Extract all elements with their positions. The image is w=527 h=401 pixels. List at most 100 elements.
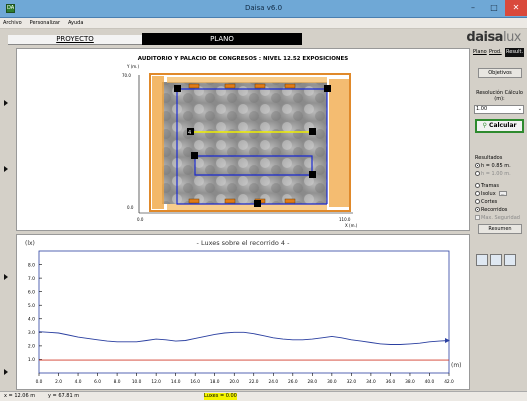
- luminaire-icon: [254, 83, 266, 89]
- chart-x-tick-label: 0.0: [36, 379, 43, 385]
- exit-marker-icon: [254, 200, 261, 207]
- chart-ylabel: (lx): [25, 240, 35, 247]
- chart-x-tick-label: 32.0: [347, 379, 357, 385]
- right-tabs: Plano Prod. Result.: [472, 48, 527, 58]
- plan-y-top: 70.0: [122, 73, 131, 78]
- status-bar: x = 12.06 m y = 67.81 m Luxes = 0.00: [0, 391, 527, 401]
- luxes-chart: - Luxes sobre el recorrido 4 - (lx) (m) 1.0…: [17, 235, 469, 389]
- chart-x-tick-label: 38.0: [405, 379, 415, 385]
- max-seguridad-option[interactable]: Max. Seguridad: [475, 215, 520, 221]
- luminaire-icon: [188, 83, 200, 89]
- expand-arrow-icon[interactable]: [4, 100, 8, 106]
- minimize-button[interactable]: –: [471, 3, 475, 12]
- chart-y-tick-label: 5.0: [28, 303, 35, 309]
- expand-arrow-icon[interactable]: [4, 369, 8, 375]
- chart-title: - Luxes sobre el recorrido 4 -: [197, 239, 291, 247]
- brand-logo: daisalux: [466, 30, 521, 45]
- radio-icon: [475, 183, 480, 188]
- chart-panel: - Luxes sobre el recorrido 4 - (lx) (m) 1.0…: [16, 234, 470, 390]
- cortes-option[interactable]: Cortes: [475, 199, 497, 205]
- tramas-option[interactable]: Tramas: [475, 183, 499, 189]
- chart-series-line-1: [38, 331, 450, 345]
- radio-icon: [475, 163, 480, 168]
- print-icon[interactable]: [476, 254, 488, 266]
- plan-floor: [162, 82, 327, 204]
- exit-marker-icon: [309, 171, 316, 178]
- save-image-icon[interactable]: [490, 254, 502, 266]
- app-icon: DA: [6, 4, 15, 13]
- recorridos-label: Recorridos: [481, 207, 508, 213]
- tab-plano-right[interactable]: Plano: [473, 49, 487, 55]
- chart-x-tick-label: 8.0: [114, 379, 121, 385]
- isolux-option[interactable]: Isolux...: [475, 191, 507, 197]
- resolucion-select[interactable]: 1.00 ⌄: [474, 105, 524, 114]
- resolucion-label: Resolución Cálculo (m):: [476, 90, 523, 102]
- chart-x-tick-label: 30.0: [327, 379, 337, 385]
- plan-right-rooms: [329, 79, 349, 207]
- luminaire-icon: [188, 198, 200, 204]
- expand-arrow-icon[interactable]: [4, 166, 8, 172]
- radio-icon: [475, 207, 480, 212]
- chart-x-tick-label: 6.0: [94, 379, 101, 385]
- chart-xlabel: (m): [451, 362, 462, 369]
- chart-plot-area: [38, 250, 450, 374]
- calcular-button[interactable]: ⚲ Calcular: [475, 119, 524, 133]
- route-1: [176, 89, 327, 205]
- h1-option[interactable]: h = 0.85 m.: [475, 163, 511, 169]
- close-button[interactable]: ✕: [505, 0, 527, 16]
- chart-y-tick-label: 3.0: [28, 330, 35, 336]
- route-3b: [195, 155, 313, 175]
- tab-result[interactable]: Result.: [505, 48, 525, 57]
- menu-archivo[interactable]: Archivo: [3, 20, 22, 26]
- h2-label: h = 1.00 m.: [481, 171, 511, 177]
- chart-x-tick-label: 16.0: [190, 379, 200, 385]
- recorridos-option[interactable]: Recorridos: [475, 207, 507, 213]
- isolux-more-button[interactable]: ...: [498, 191, 507, 196]
- resumen-button[interactable]: Resumen: [478, 224, 522, 234]
- resolucion-value: 1.00: [476, 106, 488, 112]
- export-table-icon[interactable]: [504, 254, 516, 266]
- exit-marker-icon: [174, 85, 181, 92]
- export-icons: [476, 254, 518, 268]
- plan-bottom-rooms: [167, 204, 327, 210]
- menu-bar: Archivo Personalizar Ayuda: [0, 18, 527, 29]
- exit-marker-icon: [191, 152, 198, 159]
- plan-x-axis-label: X (m.): [345, 223, 358, 228]
- chart-x-tick-label: 14.0: [171, 379, 181, 385]
- left-strip: [0, 46, 14, 391]
- resultados-label: Resultados: [475, 155, 503, 161]
- maximize-button[interactable]: □: [490, 3, 498, 12]
- tab-plano[interactable]: PLANO: [142, 33, 302, 45]
- menu-ayuda[interactable]: Ayuda: [67, 20, 84, 26]
- expand-arrow-icon[interactable]: [4, 274, 8, 280]
- right-panel: Plano Prod. Result. Objetivos Resolución…: [472, 48, 527, 390]
- chart-x-tick-label: 34.0: [366, 379, 376, 385]
- checkbox-icon: [475, 215, 480, 220]
- plan-panel: AUDITORIO Y PALACIO DE CONGRESOS : NIVEL…: [16, 48, 470, 231]
- chart-y-tick-label: 8.0: [28, 262, 35, 268]
- chart-x-tick-label: 40.0: [425, 379, 435, 385]
- luminaire-icon: [224, 83, 236, 89]
- exit-marker-icon: [309, 128, 316, 135]
- plan-y-bottom: 0.0: [127, 205, 134, 210]
- h2-option[interactable]: h = 1.00 m.: [475, 171, 511, 177]
- chart-y-tick-label: 4.0: [28, 317, 35, 323]
- radio-icon: [475, 171, 480, 176]
- chart-x-tick-label: 2.0: [55, 379, 62, 385]
- chart-x-tick-label: 12.0: [151, 379, 161, 385]
- floor-plan[interactable]: 4 Y (m.) 70.0 0.0 0.0 110.0 X (m.): [17, 49, 469, 230]
- objetivos-button[interactable]: Objetivos: [478, 68, 522, 78]
- tab-prod[interactable]: Prod.: [489, 49, 502, 55]
- chart-x-tick-label: 22.0: [249, 379, 259, 385]
- menu-personalizar[interactable]: Personalizar: [29, 20, 61, 26]
- chart-x-tick-label: 10.0: [132, 379, 142, 385]
- h1-label: h = 0.85 m.: [481, 163, 511, 169]
- plan-x-left: 0.0: [137, 217, 144, 222]
- calcular-label: Calcular: [489, 122, 517, 129]
- tab-proyecto[interactable]: PROYECTO: [8, 35, 142, 45]
- chart-x-tick-label: 24.0: [268, 379, 278, 385]
- chart-y-tick-label: 1.0: [28, 357, 35, 363]
- isolux-label: Isolux: [481, 191, 496, 197]
- tramas-label: Tramas: [481, 183, 499, 189]
- bulb-icon: ⚲: [482, 122, 487, 129]
